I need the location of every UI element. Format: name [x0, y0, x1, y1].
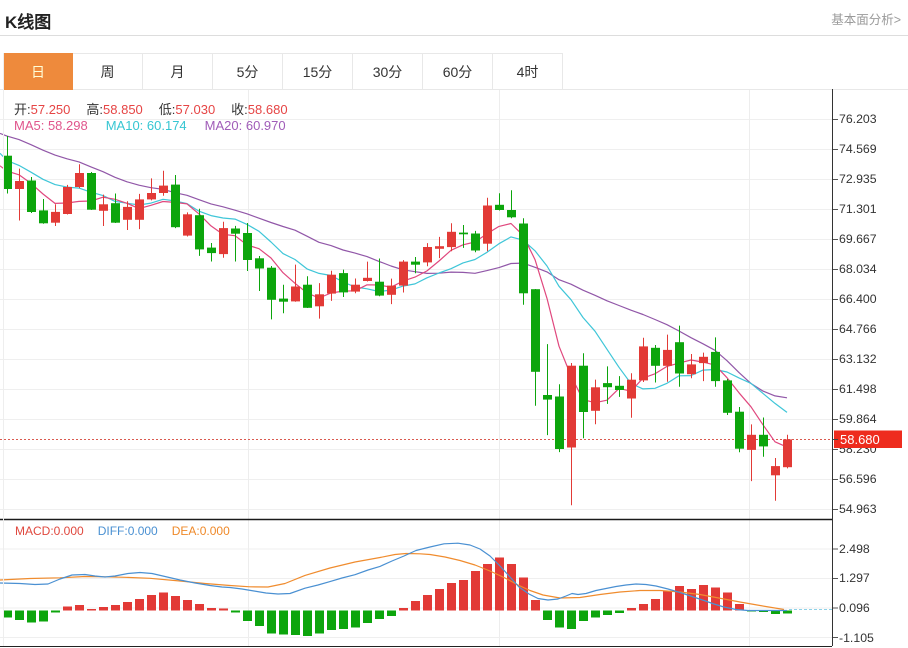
svg-text:66.400: 66.400: [839, 292, 877, 306]
svg-text:59.864: 59.864: [839, 412, 877, 426]
svg-text:61.498: 61.498: [839, 382, 877, 396]
svg-text:69.667: 69.667: [839, 232, 877, 246]
svg-text:1.297: 1.297: [839, 571, 870, 585]
svg-text:71.301: 71.301: [839, 202, 877, 216]
svg-text:2.498: 2.498: [839, 542, 870, 556]
svg-text:74.569: 74.569: [839, 142, 877, 156]
svg-text:63.132: 63.132: [839, 352, 877, 366]
svg-text:64.766: 64.766: [839, 322, 877, 336]
svg-text:76.203: 76.203: [839, 112, 877, 126]
svg-text:54.963: 54.963: [839, 502, 877, 516]
svg-text:72.935: 72.935: [839, 172, 877, 186]
svg-text:68.034: 68.034: [839, 262, 877, 276]
svg-text:0.096: 0.096: [839, 601, 870, 615]
svg-text:-1.105: -1.105: [839, 631, 874, 645]
svg-text:58.680: 58.680: [840, 432, 880, 447]
svg-text:56.596: 56.596: [839, 472, 877, 486]
